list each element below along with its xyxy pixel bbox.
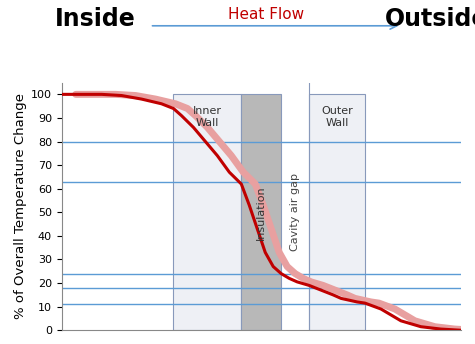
Text: Inner
Wall: Inner Wall — [193, 106, 222, 128]
Bar — [309, 94, 365, 330]
Text: Cavity air gap: Cavity air gap — [290, 173, 300, 251]
Text: Heat Flow: Heat Flow — [228, 7, 304, 22]
Text: Inside: Inside — [55, 7, 135, 31]
Bar — [173, 94, 241, 330]
Text: Outside: Outside — [385, 7, 475, 31]
Y-axis label: % of Overall Temperature Change: % of Overall Temperature Change — [14, 94, 27, 319]
Bar — [241, 94, 281, 330]
Text: Outer
Wall: Outer Wall — [321, 106, 353, 128]
Text: Insulation: Insulation — [256, 185, 266, 240]
